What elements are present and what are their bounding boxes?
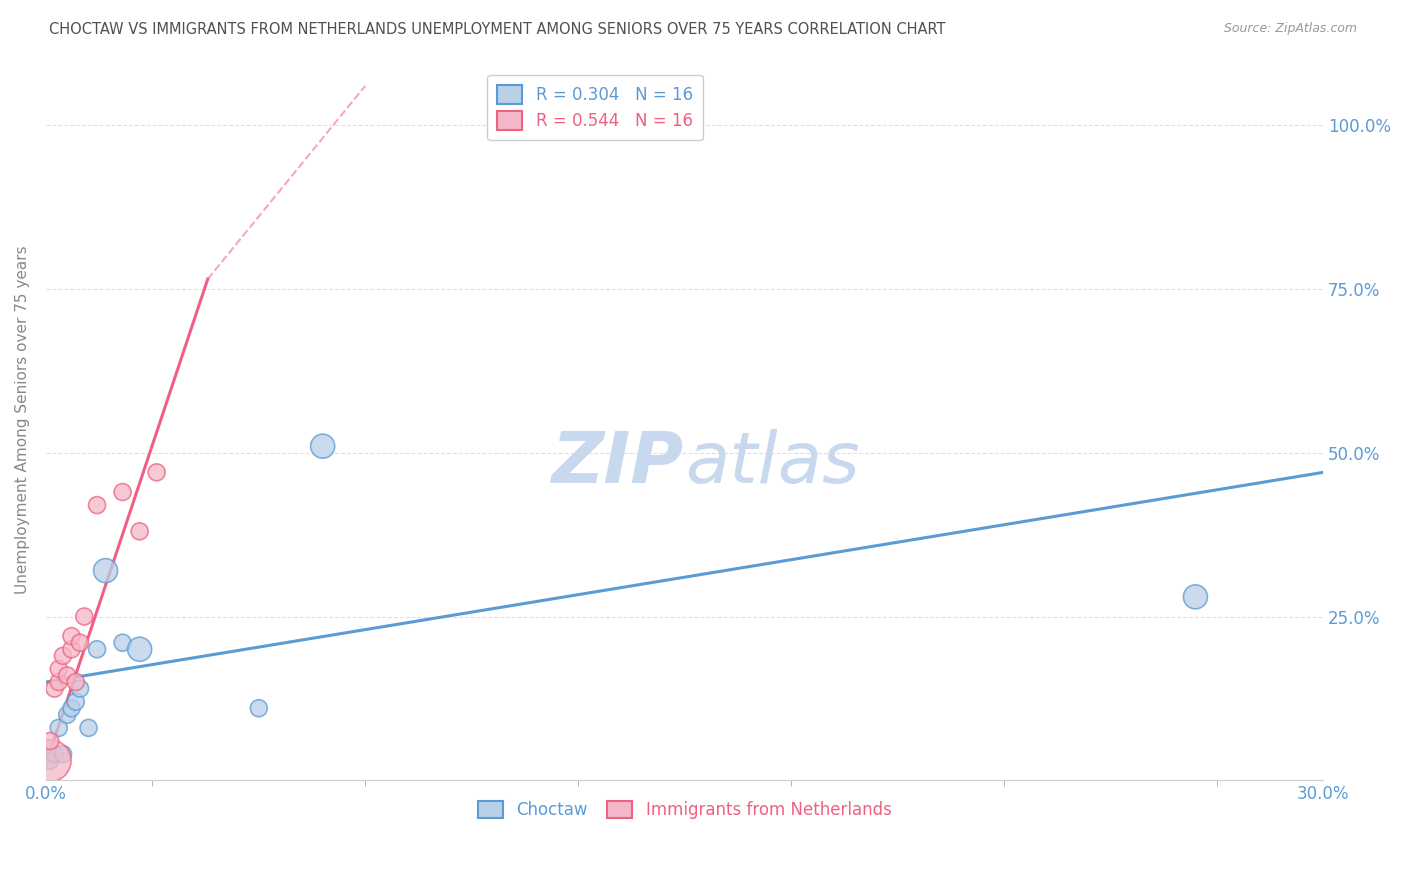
Point (69, 681, 91, 696)
Point (60, 642, 83, 657)
Point (128, 524, 150, 539)
Point (60, 629, 83, 643)
Point (111, 636, 134, 650)
Point (247, 701, 270, 715)
Point (48, 721, 70, 735)
Point (69, 636, 91, 650)
Point (39, 734, 62, 748)
Point (86, 642, 108, 657)
Legend: Choctaw, Immigrants from Netherlands: Choctaw, Immigrants from Netherlands (471, 795, 898, 826)
Point (65, 675, 87, 690)
Point (77, 721, 100, 735)
Point (86, 498, 108, 512)
Point (145, 466, 167, 480)
Point (48, 675, 70, 690)
Point (39, 754, 62, 768)
Point (44, 747, 66, 761)
Text: atlas: atlas (685, 429, 859, 498)
Point (111, 485, 134, 500)
Point (52, 747, 75, 761)
Point (128, 642, 150, 657)
Point (44, 681, 66, 696)
Point (73, 609, 96, 624)
Point (52, 648, 75, 663)
Text: Source: ZipAtlas.com: Source: ZipAtlas.com (1223, 22, 1357, 36)
Point (56, 668, 79, 682)
Point (39, 754, 62, 768)
Text: CHOCTAW VS IMMIGRANTS FROM NETHERLANDS UNEMPLOYMENT AMONG SENIORS OVER 75 YEARS : CHOCTAW VS IMMIGRANTS FROM NETHERLANDS U… (49, 22, 946, 37)
Text: ZIP: ZIP (553, 429, 685, 498)
Point (65, 695, 87, 709)
Point (94, 564, 117, 578)
Point (1184, 590, 1206, 604)
Y-axis label: Unemployment Among Seniors over 75 years: Unemployment Among Seniors over 75 years (15, 245, 30, 594)
Point (312, 439, 335, 453)
Point (48, 662, 70, 676)
Point (60, 701, 83, 715)
Point (56, 707, 79, 722)
